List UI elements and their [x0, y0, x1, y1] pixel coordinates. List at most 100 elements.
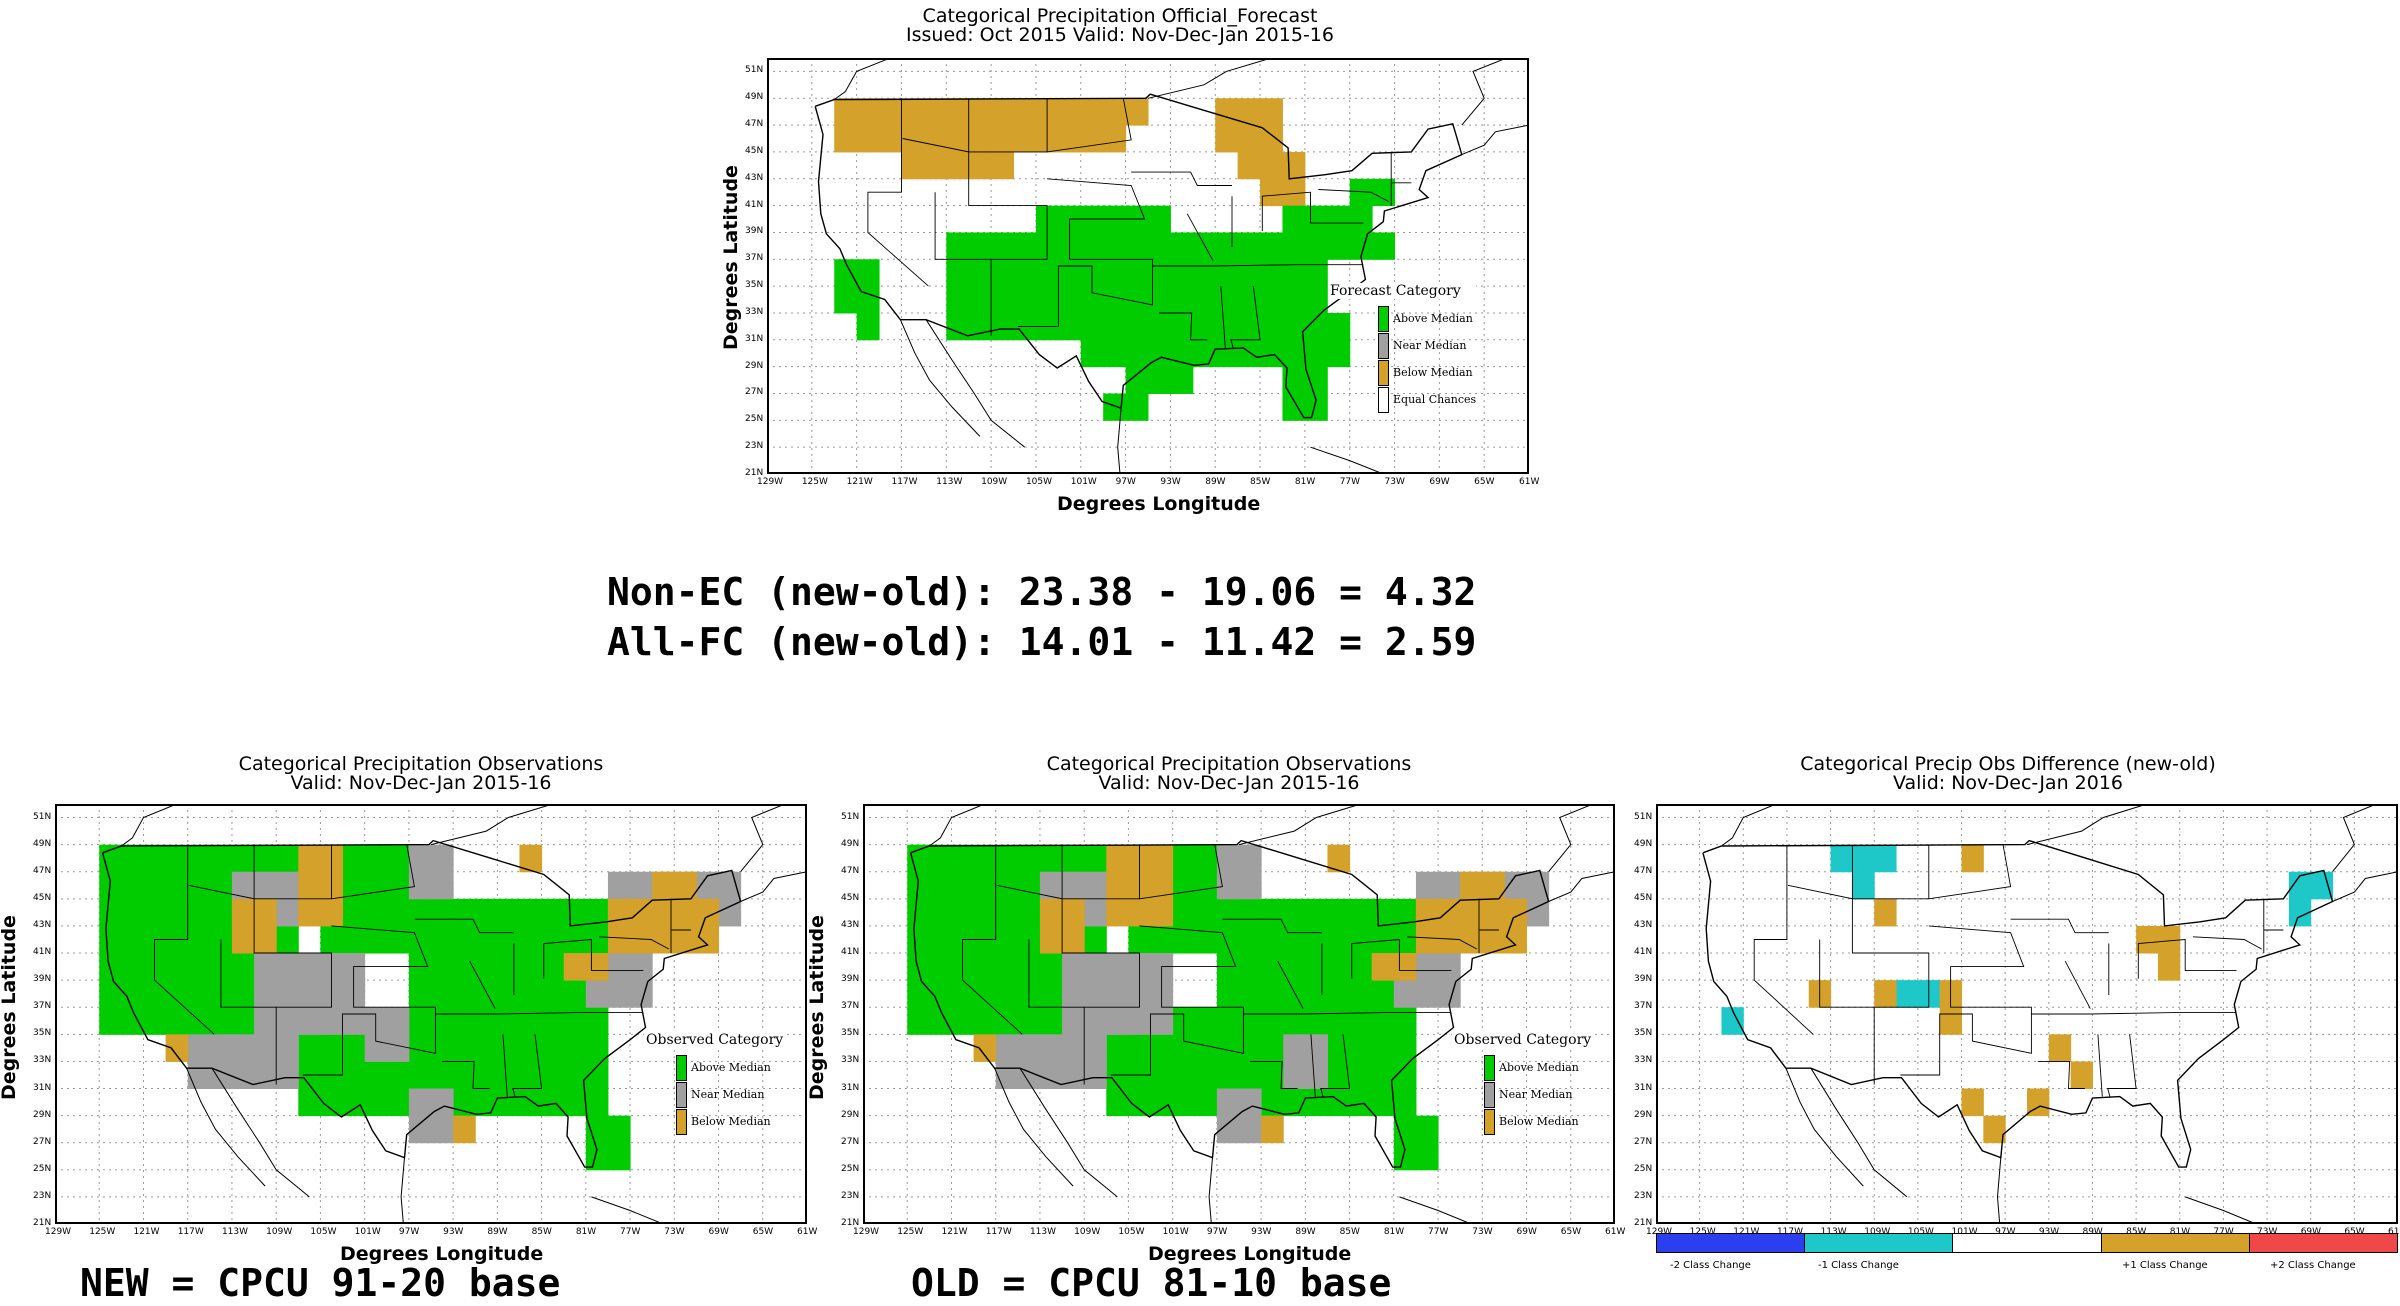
category-cell-near [1062, 871, 1085, 900]
category-cell-above [1237, 339, 1261, 368]
category-cell-above [834, 259, 858, 287]
category-cell-below [231, 898, 255, 927]
category-cell-above [519, 898, 543, 927]
lon-tick-label: 125W [89, 1227, 116, 1237]
legend-item-near: Near Median [676, 1081, 785, 1108]
category-cell-above [1150, 925, 1174, 954]
category-cell-below [1013, 98, 1037, 126]
category-cell-above [1304, 259, 1328, 287]
category-cell-above [1013, 232, 1037, 260]
category-cell-below [968, 98, 992, 126]
lon-tick-label: 105W [310, 1227, 337, 1237]
category-cell-below [1282, 178, 1306, 207]
colorbar-segment [1952, 1234, 2101, 1252]
category-cell-above [1103, 259, 1127, 287]
category-cell-near [1239, 1115, 1262, 1144]
neighbor-border [2332, 871, 2398, 902]
category-cell-above [1170, 232, 1194, 260]
lon-tick-label: 61W [1605, 1227, 1626, 1237]
lon-tick-label: 89W [2082, 1227, 2103, 1237]
forecast-legend-title: Forecast Category [1328, 283, 1477, 299]
category-cell-above [563, 1061, 587, 1090]
category-cell-above [165, 871, 189, 900]
legend-swatch-above [1484, 1054, 1495, 1081]
category-cell-above [1282, 286, 1306, 314]
category-cell-near [254, 953, 277, 981]
lon-tick-label: 69W [708, 1227, 729, 1237]
category-cell-above [1261, 1034, 1284, 1062]
lon-tick-label: 117W [985, 1227, 1012, 1237]
category-cell-above [1349, 925, 1373, 954]
category-cell-above [1170, 259, 1194, 287]
category-cell-above [453, 953, 476, 981]
lon-tick-label: 113W [1029, 1227, 1057, 1237]
lat-tick-label: 37N [745, 253, 764, 264]
lon-tick-label: 61W [797, 1227, 818, 1237]
category-cell-above [1349, 1061, 1373, 1090]
legend-swatch-ec [1378, 386, 1389, 413]
neighbor-border [740, 871, 807, 902]
category-cell-above [1237, 259, 1261, 287]
category-cell-below [879, 98, 902, 126]
lat-tick-label: 35N [1634, 1028, 1653, 1039]
neighbor-border [1548, 871, 1615, 902]
obs-old-legend: Observed Category Above Median Near Medi… [1452, 1032, 1594, 1135]
state-border [1277, 960, 1304, 1009]
category-cell-below [165, 1034, 189, 1062]
category-cell-above [585, 898, 609, 927]
state-border [2064, 960, 2091, 1009]
category-cell-above [1172, 871, 1196, 900]
category-cell-above [209, 898, 233, 927]
lat-tick-label: 23N [33, 1190, 52, 1201]
state-border [414, 918, 514, 934]
state-border [1152, 264, 1364, 267]
lat-tick-label: 21N [1634, 1218, 1653, 1228]
lon-tick-label: 101W [1070, 477, 1097, 487]
category-cell-below [652, 925, 675, 954]
category-cell-above [1371, 1061, 1395, 1090]
lat-tick-label: 33N [745, 306, 764, 317]
category-cell-above [1039, 953, 1063, 981]
category-cell-above [1305, 898, 1328, 927]
neighbor-border [833, 58, 891, 101]
category-cell-above [497, 898, 520, 927]
category-cell-below [901, 151, 925, 180]
lat-tick-label: 41N [745, 199, 764, 210]
category-cell-above [99, 980, 122, 1008]
lon-tick-label: 61W [2388, 1227, 2400, 1237]
state-border [2137, 939, 2237, 979]
category-cell-above [1282, 232, 1306, 260]
category-cell-below [1150, 844, 1174, 873]
legend-swatch-above [1378, 305, 1389, 332]
category-cell-above [968, 232, 992, 260]
category-cell-above [1103, 286, 1127, 314]
category-cell-near [431, 1088, 454, 1117]
category-cell-above [1058, 259, 1082, 287]
lon-tick-label: 97W [1115, 477, 1136, 487]
category-cell-above [209, 1007, 233, 1035]
category-cell-above [1017, 844, 1041, 873]
category-cell-above [563, 925, 587, 954]
lat-tick-label: 35N [841, 1028, 860, 1039]
neighbor-border [2026, 804, 2148, 846]
category-cell-above [1283, 1007, 1306, 1035]
category-cell-above [541, 1061, 565, 1090]
obs-old-legend-title: Observed Category [1452, 1032, 1594, 1048]
lat-tick-label: 45N [33, 892, 52, 903]
category-cell-above [1261, 980, 1284, 1008]
category-cell-below [1961, 844, 1984, 873]
category-cell-above [1039, 1007, 1063, 1035]
lat-tick-label: 49N [33, 838, 52, 849]
state-border [1407, 936, 1478, 950]
category-cell-near [187, 1061, 211, 1090]
category-cell-above [1103, 339, 1127, 368]
category-cell-above [298, 1088, 321, 1117]
obs-new-legend-title: Observed Category [644, 1032, 786, 1048]
category-cell-above [386, 925, 410, 954]
category-cell-above [973, 980, 997, 1008]
category-cell-above [320, 1088, 344, 1117]
lat-tick-label: 41N [1634, 947, 1653, 958]
category-cell-above [951, 898, 975, 927]
category-cell-near [1305, 1034, 1328, 1062]
category-cell-above [1148, 232, 1171, 260]
